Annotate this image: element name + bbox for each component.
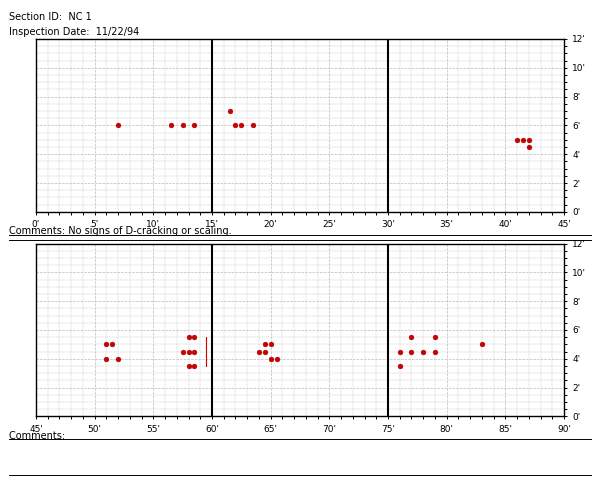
Text: Comments:: Comments: <box>9 431 68 441</box>
Text: Inspection Date:  11/22/94: Inspection Date: 11/22/94 <box>9 27 139 37</box>
Text: Section ID:  NC 1: Section ID: NC 1 <box>9 12 92 22</box>
Text: Comments: No signs of D-cracking or scaling.: Comments: No signs of D-cracking or scal… <box>9 226 232 237</box>
